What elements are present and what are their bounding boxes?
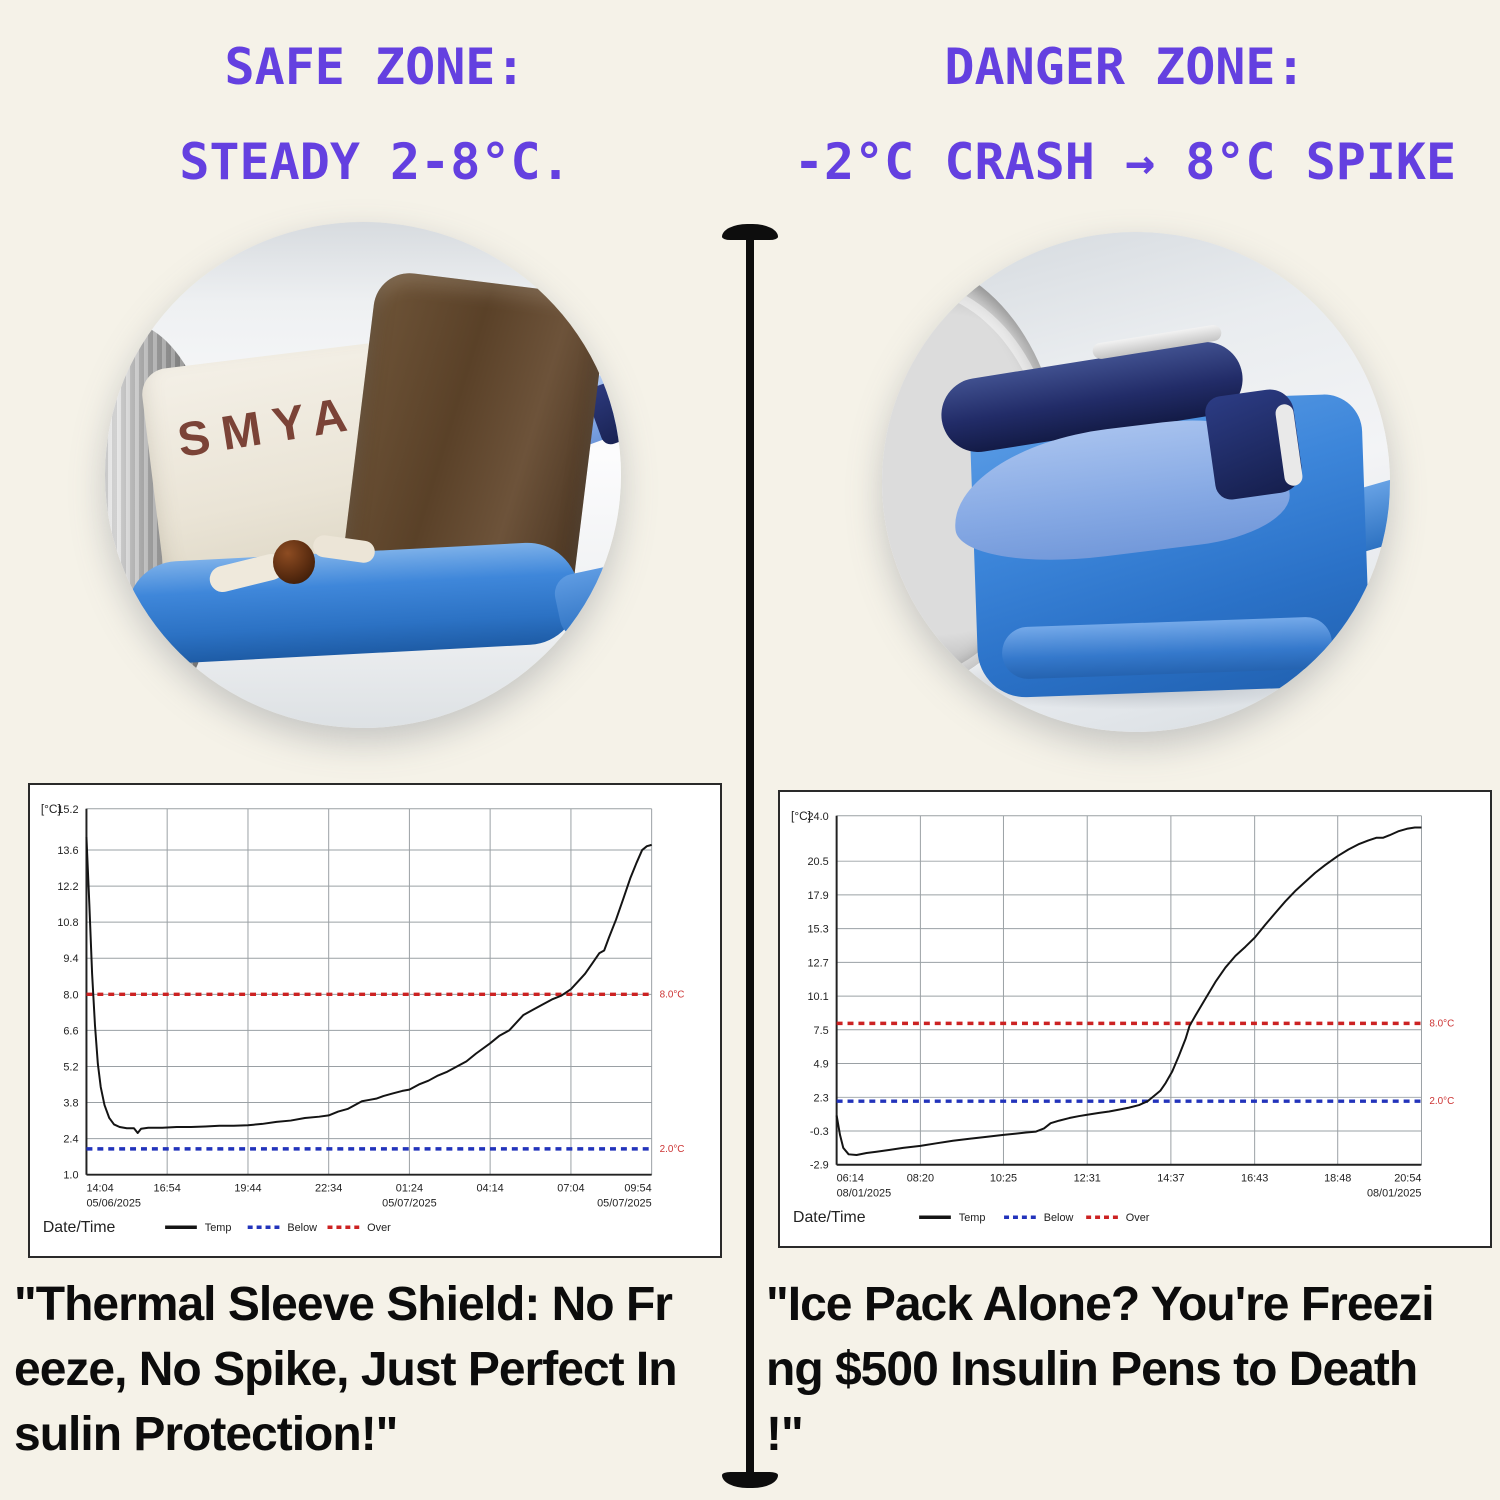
divider-line [746, 232, 754, 1480]
legend-label-over: Over [1126, 1212, 1150, 1224]
x-tick-date-label: 05/07/2025 [597, 1197, 652, 1209]
x-tick-label: 14:37 [1157, 1173, 1184, 1185]
safe-zone-photo: SMYA [105, 222, 621, 728]
y-tick-label: 24.0 [807, 811, 828, 823]
y-tick-label: 10.1 [807, 991, 828, 1003]
danger-zone-photo [882, 232, 1390, 732]
x-tick-label: 16:54 [154, 1183, 181, 1195]
x-tick-label: 08:20 [907, 1173, 934, 1185]
temp-series-line [835, 826, 1422, 1156]
over-threshold-label: 8.0°C [1429, 1018, 1454, 1029]
legend-label-over: Over [367, 1222, 391, 1234]
danger-zone-temperature-chart: 24.0 20.5 17.9 15.3 12.7 10.1 7.5 4.9 2.3 -0.3 -2.… [778, 790, 1492, 1248]
below-threshold-label: 2.0°C [660, 1144, 685, 1155]
danger-zone-heading-line2: -2°C CRASH → 8°C SPIKE [793, 133, 1457, 191]
x-tick-label: 19:44 [234, 1183, 261, 1195]
safe-zone-heading-line1: SAFE ZONE: [224, 38, 526, 96]
safe-zone-heading-line2: STEADY 2-8°C. [179, 133, 571, 191]
x-tick-date-label: 08/01/2025 [837, 1187, 892, 1199]
legend-label-below: Below [287, 1222, 317, 1234]
y-tick-label: 3.8 [63, 1097, 78, 1109]
legend-label-temp: Temp [205, 1222, 232, 1234]
x-axis-title: Date/Time [43, 1219, 116, 1236]
center-divider [722, 224, 778, 1488]
y-tick-label: 2.4 [63, 1134, 78, 1146]
x-tick-label: 14:04 [86, 1183, 113, 1195]
y-tick-label: 15.3 [807, 924, 828, 936]
y-tick-label: -2.9 [810, 1160, 829, 1172]
divider-bottom-cap [722, 1472, 778, 1488]
danger-zone-heading: DANGER ZONE: -2°C CRASH → 8°C SPIKE [750, 20, 1500, 210]
y-tick-label: 12.2 [57, 881, 78, 893]
x-tick-label: 04:14 [476, 1183, 503, 1195]
safe-zone-quote: "Thermal Sleeve Shield: No Fr eeze, No S… [14, 1278, 678, 1461]
danger-zone-quote: "Ice Pack Alone? You're Freezi ng $500 I… [766, 1278, 1435, 1461]
x-tick-label: 18:48 [1324, 1173, 1351, 1185]
over-threshold-label: 8.0°C [660, 989, 685, 1000]
safe-zone-heading: SAFE ZONE: STEADY 2-8°C. [0, 20, 750, 210]
y-tick-label: 12.7 [807, 957, 828, 969]
y-tick-label: 17.9 [807, 890, 828, 902]
y-tick-label: 15.2 [57, 804, 78, 816]
y-tick-label: 5.2 [63, 1061, 78, 1073]
below-threshold-label: 2.0°C [1429, 1096, 1454, 1107]
temp-series-line [85, 837, 652, 1134]
x-tick-label: 10:25 [990, 1173, 1017, 1185]
legend-label-temp: Temp [959, 1212, 986, 1224]
y-tick-label: 2.3 [814, 1092, 829, 1104]
x-tick-label: 07:04 [557, 1183, 584, 1195]
x-tick-label: 22:34 [315, 1183, 342, 1195]
x-tick-label: 01:24 [396, 1183, 423, 1195]
x-tick-date-label: 08/01/2025 [1367, 1187, 1422, 1199]
y-tick-label: 9.4 [63, 953, 78, 965]
y-tick-label: 13.6 [57, 845, 78, 857]
x-tick-date-label: 05/07/2025 [382, 1197, 437, 1209]
danger-zone-heading-line1: DANGER ZONE: [944, 38, 1306, 96]
x-tick-label: 16:43 [1241, 1173, 1268, 1185]
y-tick-label: 8.0 [63, 989, 78, 1001]
x-tick-label: 12:31 [1074, 1173, 1101, 1185]
x-tick-date-label: 05/06/2025 [86, 1197, 141, 1209]
safe-zone-temperature-chart: 15.2 13.6 12.2 10.8 9.4 8.0 6.6 5.2 3.8 2.4 1.0 14:… [28, 783, 722, 1258]
y-tick-label: 1.0 [63, 1170, 78, 1182]
x-tick-label: 09:54 [624, 1183, 651, 1195]
unit-label: [°C] [41, 802, 61, 816]
y-tick-label: 6.6 [63, 1025, 78, 1037]
y-tick-label: 4.9 [814, 1058, 829, 1070]
unit-label: [°C] [791, 809, 811, 823]
y-tick-label: 7.5 [814, 1025, 829, 1037]
x-tick-label: 06:14 [837, 1173, 864, 1185]
y-tick-label: 10.8 [57, 917, 78, 929]
wooden-bead [273, 540, 315, 584]
legend-label-below: Below [1044, 1212, 1074, 1224]
x-axis-title: Date/Time [793, 1209, 866, 1226]
y-tick-label: -0.3 [810, 1126, 829, 1138]
x-tick-label: 20:54 [1394, 1173, 1421, 1185]
y-tick-label: 20.5 [807, 856, 828, 868]
